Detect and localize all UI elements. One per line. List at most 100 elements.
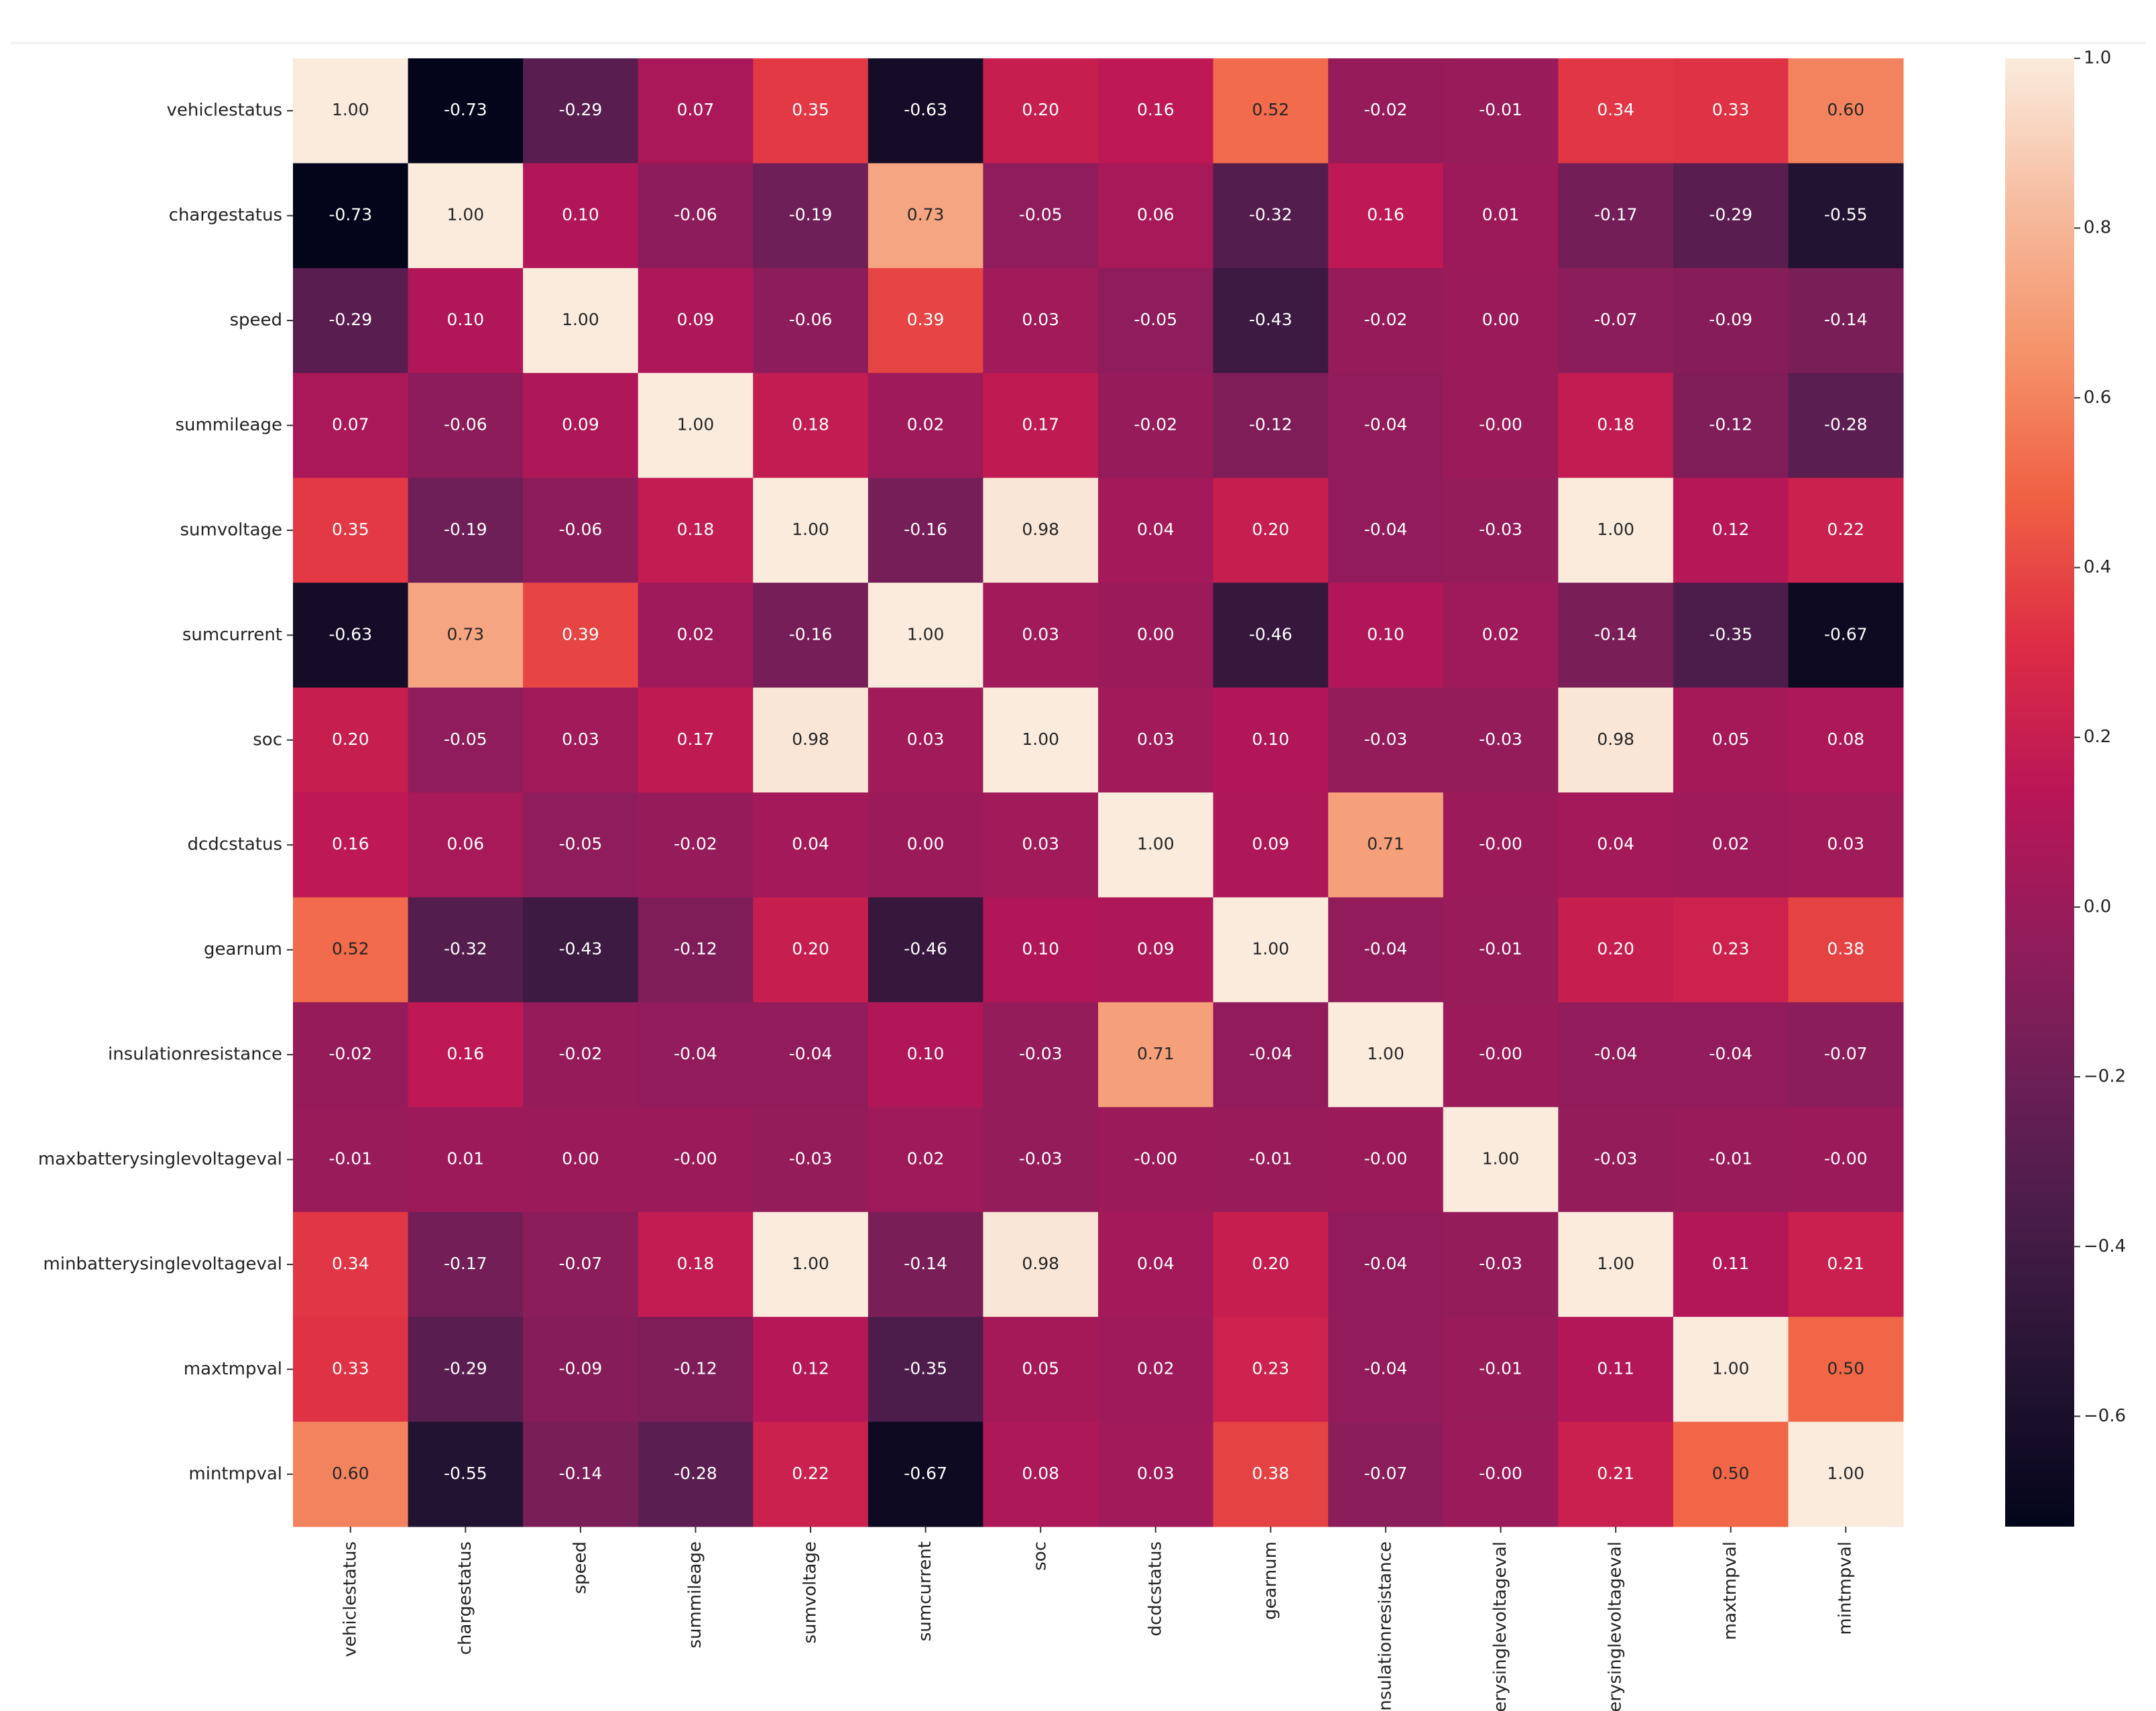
heatmap-cell: [1213, 792, 1329, 898]
heatmap-cell: [408, 897, 524, 1003]
cell-label: -0.12: [674, 939, 717, 959]
cell-label: -0.03: [1019, 1149, 1063, 1169]
heatmap-cell: [408, 1421, 524, 1527]
heatmap-cell: [1558, 1107, 1674, 1213]
cell-label: -0.04: [1364, 520, 1408, 539]
heatmap-cell: [1328, 268, 1444, 373]
cell-label: -0.07: [1364, 1464, 1408, 1483]
heatmap-cell: [638, 477, 754, 583]
cell-label: -0.43: [559, 939, 603, 959]
heatmap-cell: [523, 477, 639, 583]
heatmap-cell: [293, 583, 409, 689]
heatmap-cell: [1443, 58, 1559, 164]
x-tick-label: insulationresistance: [1375, 1541, 1395, 1711]
y-tick-label: soc: [253, 729, 282, 750]
cell-label: 0.03: [1022, 310, 1059, 329]
cell-label: 0.02: [907, 1149, 945, 1169]
cell-label: 0.98: [792, 729, 829, 749]
heatmap-cell: [1213, 897, 1329, 1003]
cell-label: -0.04: [1594, 1044, 1638, 1063]
heatmap-cell: [1673, 1317, 1789, 1423]
y-tick-label: minbatterysinglevoltageval: [43, 1254, 282, 1274]
cell-label: 0.16: [447, 1044, 485, 1063]
x-tick-label: sumcurrent: [915, 1541, 935, 1641]
heatmap-cell: [1558, 792, 1674, 898]
heatmap-cell: [638, 373, 754, 479]
heatmap-cell: [1098, 268, 1214, 373]
cell-label: 0.17: [1022, 415, 1059, 434]
cell-label: 0.11: [1597, 1358, 1634, 1378]
heatmap-cell: [1673, 373, 1789, 479]
heatmap-cell: [408, 687, 524, 793]
cell-label: -0.14: [1824, 310, 1868, 329]
heatmap-cell: [1673, 163, 1789, 269]
cell-label: 0.23: [1712, 939, 1750, 959]
cell-label: 0.20: [1022, 100, 1059, 119]
heatmap-cell: [638, 268, 754, 373]
heatmap-cell: [983, 1002, 1099, 1108]
heatmap-cell: [1443, 1212, 1559, 1317]
heatmap-cell: [753, 58, 869, 164]
x-tick-label: speed: [570, 1541, 590, 1594]
cell-label: -0.29: [328, 310, 372, 329]
cell-label: 0.20: [1597, 939, 1634, 959]
heatmap-cell: [293, 163, 409, 269]
heatmap-cell: [638, 1002, 754, 1108]
colorbar-tick-label: −0.6: [2084, 1406, 2126, 1426]
cell-label: -0.12: [674, 1358, 717, 1378]
heatmap-cell: [523, 163, 639, 269]
cell-label: 0.18: [677, 1254, 715, 1273]
x-tick-label: minbatterysinglevoltageval: [1606, 1541, 1626, 1711]
y-tick-label: speed: [229, 310, 282, 331]
cell-label: 0.22: [792, 1464, 829, 1483]
cell-label: -0.67: [1824, 624, 1868, 644]
cell-label: 0.10: [447, 310, 485, 329]
cell-label: -0.00: [1479, 415, 1522, 434]
heatmap-cell: [408, 163, 524, 269]
cell-label: 0.02: [1712, 834, 1750, 853]
heatmap-cell: [1788, 477, 1904, 583]
heatmap-cell: [1673, 477, 1789, 583]
cell-label: -0.19: [789, 205, 833, 225]
heatmap-cell: [1558, 687, 1674, 793]
heatmap-cell: [638, 1317, 754, 1423]
heatmap-cell: [1443, 477, 1559, 583]
heatmap-cell: [983, 1421, 1099, 1527]
colorbar-tick-label: 0.0: [2084, 896, 2111, 917]
heatmap-cell: [753, 1212, 869, 1317]
cell-label: 0.00: [1137, 624, 1175, 644]
y-tick-label: vehiclestatus: [167, 101, 283, 121]
cell-label: 1.00: [447, 205, 485, 225]
heatmap-cell: [1098, 58, 1214, 164]
heatmap-cell: [1443, 1421, 1559, 1527]
cell-label: 0.34: [1597, 100, 1634, 119]
heatmap-cell: [1328, 163, 1444, 269]
heatmap-cell: [293, 1002, 409, 1108]
top-bar: [11, 42, 2145, 44]
heatmap-cell: [983, 58, 1099, 164]
cell-label: 0.12: [792, 1358, 829, 1378]
heatmap-cell: [867, 1002, 983, 1108]
y-tick-label: gearnum: [204, 939, 282, 959]
heatmap-cell: [753, 792, 869, 898]
heatmap-cell: [1328, 792, 1444, 898]
cell-label: -0.00: [1479, 834, 1522, 853]
cell-label: 0.20: [792, 939, 829, 959]
cell-label: 0.22: [1827, 520, 1864, 539]
heatmap-cell: [753, 583, 869, 689]
cell-label: 0.20: [1252, 520, 1290, 539]
heatmap-cell: [1098, 1002, 1214, 1108]
heatmap-cell: [1213, 1421, 1329, 1527]
heatmap-cell: [1558, 897, 1674, 1003]
cell-label: 1.00: [1022, 729, 1059, 749]
cell-label: -0.07: [559, 1254, 603, 1273]
cell-label: 1.00: [562, 310, 599, 329]
cell-label: -0.02: [1364, 310, 1408, 329]
heatmap-cell: [1788, 1002, 1904, 1108]
cell-label: -0.63: [328, 624, 372, 644]
cell-label: -0.17: [1594, 205, 1638, 225]
cell-label: -0.02: [1134, 415, 1177, 434]
heatmap-cell: [293, 1212, 409, 1317]
cell-label: -0.00: [1479, 1044, 1522, 1063]
